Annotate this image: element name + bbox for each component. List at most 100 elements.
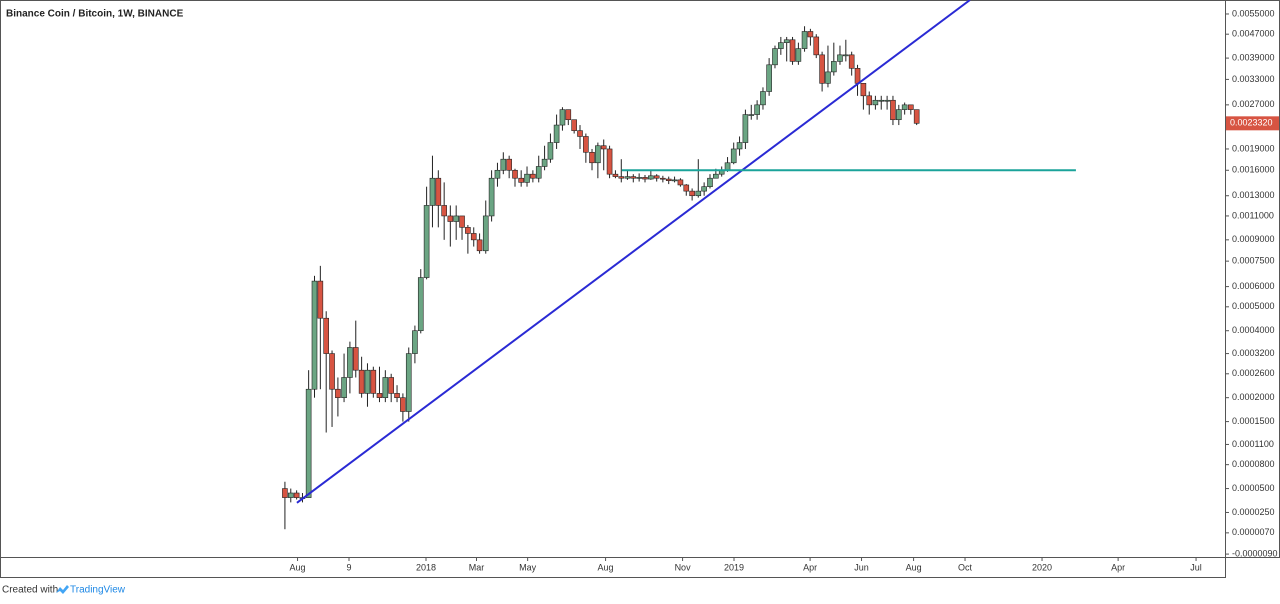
candle-body xyxy=(730,148,737,164)
candle-body xyxy=(908,104,914,110)
y-tick-label: 0.0033000 xyxy=(1232,74,1275,84)
x-tick-label: Jun xyxy=(854,562,869,572)
candle-body xyxy=(429,177,436,206)
candle-body xyxy=(470,233,477,241)
candle-body xyxy=(884,99,890,102)
candle-body xyxy=(707,177,713,187)
candle-body xyxy=(896,109,902,121)
candle-body xyxy=(482,215,489,252)
candle-body xyxy=(412,330,418,354)
candle-body xyxy=(807,31,814,38)
candle-body xyxy=(518,177,524,183)
x-tick-label: Aug xyxy=(598,562,614,572)
candle-body xyxy=(305,388,312,498)
y-tick-label: 0.0002000 xyxy=(1232,392,1275,402)
candle-body xyxy=(819,54,825,84)
candle-body xyxy=(524,173,530,183)
candle-body xyxy=(535,166,542,179)
y-tick-label: 0.0011000 xyxy=(1232,210,1274,220)
y-tick-label: 0.0001100 xyxy=(1232,439,1274,449)
candle-body xyxy=(589,151,595,164)
x-tick-label: Nov xyxy=(675,562,692,572)
y-tick-label: 0.0003200 xyxy=(1232,348,1275,358)
candle-body xyxy=(742,114,749,143)
candle-body xyxy=(541,158,548,167)
candle-body xyxy=(801,31,808,49)
candle-body xyxy=(405,353,412,412)
candle-body xyxy=(624,176,631,179)
x-tick-label: Aug xyxy=(906,562,922,572)
candle-body xyxy=(571,119,577,131)
candle-body xyxy=(813,36,820,56)
candle-body xyxy=(376,393,383,398)
candle-body xyxy=(293,492,300,498)
candle-body xyxy=(901,104,908,110)
candle-body xyxy=(447,215,454,222)
last-price-tag xyxy=(1226,116,1279,131)
x-tick-label: Apr xyxy=(1111,562,1125,572)
candle-body xyxy=(778,42,784,49)
candle-body xyxy=(370,369,377,394)
x-tick-label: Mar xyxy=(469,562,485,572)
y-tick-label: 0.0000070 xyxy=(1232,527,1275,537)
candle-body xyxy=(618,176,625,179)
candle-body xyxy=(689,190,695,197)
candle-body xyxy=(854,68,861,84)
candle-body xyxy=(665,178,672,182)
candle-body xyxy=(494,169,501,179)
y-tick-label: 0.0001500 xyxy=(1232,416,1275,426)
candle-body xyxy=(388,377,394,394)
candle-body xyxy=(783,39,790,43)
candle-body xyxy=(595,145,601,164)
candle-body xyxy=(724,162,731,171)
y-axis xyxy=(1225,0,1280,558)
candle-body xyxy=(323,317,329,354)
candle-body xyxy=(890,99,896,121)
candle-body xyxy=(441,205,447,217)
candle-body xyxy=(577,130,583,137)
x-tick-label: Jul xyxy=(1190,562,1202,572)
candle-body xyxy=(612,173,619,177)
y-tick-label: -0.0000090 xyxy=(1232,548,1278,558)
candle-body xyxy=(653,175,660,179)
candle-body xyxy=(606,148,613,175)
candle-body xyxy=(465,227,471,234)
footer-brand: TradingView xyxy=(70,585,126,596)
candle-body xyxy=(878,99,885,102)
candle-body xyxy=(565,109,572,121)
candle-body xyxy=(329,353,335,390)
candle-body xyxy=(400,397,406,412)
trend-line xyxy=(296,0,971,504)
candle-body xyxy=(848,54,855,69)
y-tick-label: 0.0007500 xyxy=(1232,256,1275,266)
x-tick-label: Aug xyxy=(290,562,306,572)
y-tick-label: 0.0005000 xyxy=(1232,301,1275,311)
x-tick-label: May xyxy=(519,562,537,572)
candle-body xyxy=(748,114,755,116)
candle-body xyxy=(837,54,843,62)
candle-body xyxy=(795,48,802,62)
candle-body xyxy=(352,347,359,371)
candle-body xyxy=(547,142,554,160)
y-tick-label: 0.0013000 xyxy=(1232,190,1275,200)
candle-body xyxy=(701,186,707,192)
chart-title: Binance Coin / Bitcoin, 1W, BINANCE xyxy=(6,9,184,20)
plot xyxy=(282,0,1076,530)
candle-body xyxy=(630,176,637,179)
candle-body xyxy=(600,145,607,150)
candle-body xyxy=(417,277,424,332)
candle-body xyxy=(713,173,719,179)
candle-body xyxy=(382,377,389,398)
candle-body xyxy=(488,177,495,217)
candle-body xyxy=(282,488,288,498)
candle-body xyxy=(766,64,772,92)
candle-body xyxy=(831,61,837,73)
candle-body xyxy=(789,39,796,62)
candle-body xyxy=(358,369,365,394)
x-tick-label: Apr xyxy=(803,562,817,572)
x-tick-label: 2018 xyxy=(416,562,436,572)
candle-body xyxy=(772,48,778,66)
candle-body xyxy=(583,136,589,153)
